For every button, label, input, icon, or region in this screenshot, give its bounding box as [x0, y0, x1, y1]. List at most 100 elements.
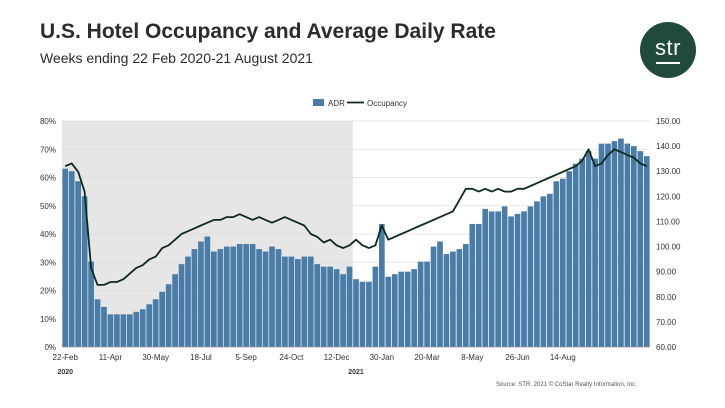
y-right-tick-label: 140.00 [656, 142, 681, 151]
adr-bar [417, 261, 424, 347]
legend-adr-label: ADR [328, 99, 345, 108]
adr-bar [463, 244, 469, 347]
str-logo: str [640, 22, 696, 78]
y-right-tick-label: 80.00 [656, 293, 677, 302]
adr-bar [249, 244, 256, 347]
adr-bar [605, 143, 611, 347]
legend-occupancy-label: Occupancy [367, 99, 407, 108]
adr-bar [585, 151, 592, 347]
y-left-tick-label: 10% [40, 315, 56, 324]
y-left-tick-label: 80% [40, 117, 56, 126]
y-right-tick-label: 130.00 [656, 167, 681, 176]
year-label-2021: 2021 [348, 369, 364, 376]
adr-bar [540, 196, 547, 347]
adr-bar [501, 206, 508, 347]
adr-bar [553, 181, 560, 347]
y-right-tick-label: 100.00 [656, 243, 681, 252]
adr-bar [611, 141, 618, 347]
y-right-tick-label: 60.00 [656, 343, 677, 352]
adr-bar [133, 311, 140, 347]
adr-bar [637, 151, 644, 347]
y-right-tick-label: 70.00 [656, 318, 677, 327]
legend-adr-swatch [313, 99, 324, 106]
adr-bar [146, 304, 153, 347]
chart-subtitle: Weeks ending 22 Feb 2020-21 August 2021 [40, 50, 313, 66]
adr-bar [372, 266, 379, 347]
y-left-tick-label: 0% [44, 343, 56, 352]
x-tick-label: 14-Aug [550, 353, 576, 362]
y-left-tick-label: 60% [40, 174, 56, 183]
adr-bar [598, 143, 605, 347]
adr-bar [295, 259, 301, 347]
adr-bar [353, 279, 359, 347]
adr-bar [643, 156, 650, 347]
adr-bar [75, 181, 81, 347]
adr-bar [430, 246, 437, 347]
adr-bar [437, 241, 443, 347]
adr-bar [198, 241, 204, 347]
adr-bar [320, 266, 327, 347]
adr-bar [94, 299, 101, 347]
x-tick-label: 8-May [461, 353, 483, 362]
adr-bar [327, 266, 333, 347]
adr-bar [346, 266, 353, 347]
y-left-tick-label: 70% [40, 145, 56, 154]
adr-bar [424, 261, 430, 347]
adr-bar [120, 314, 127, 347]
adr-bar [391, 274, 398, 347]
logo-underline [656, 62, 680, 64]
adr-bar [488, 211, 495, 347]
x-tick-label: 30-May [142, 353, 169, 362]
adr-bar [165, 284, 172, 347]
adr-bar [534, 201, 540, 347]
adr-bar [275, 249, 282, 347]
adr-bar [521, 211, 527, 347]
adr-bar [379, 223, 385, 347]
adr-bar [211, 251, 217, 347]
adr-bar [508, 216, 514, 347]
adr-bar [230, 246, 237, 347]
adr-bar [172, 274, 178, 347]
adr-bar [81, 196, 88, 347]
adr-bar [152, 299, 159, 347]
adr-bar [217, 249, 224, 347]
adr-bar [514, 213, 521, 347]
adr-bar [443, 254, 450, 347]
adr-bar [139, 309, 146, 347]
adr-bar [223, 246, 230, 347]
adr-bar [269, 246, 275, 347]
adr-bar [107, 314, 114, 347]
adr-bar [385, 276, 392, 347]
y-left-tick-label: 30% [40, 258, 56, 267]
adr-bar [482, 208, 489, 347]
adr-bar [307, 256, 314, 347]
adr-bar [262, 251, 269, 347]
adr-bar [301, 256, 308, 347]
adr-bar [101, 306, 107, 347]
adr-bar [592, 158, 598, 347]
adr-bar [288, 256, 295, 347]
y-right-tick-label: 90.00 [656, 268, 677, 277]
y-left-tick-label: 50% [40, 202, 56, 211]
adr-bar [398, 271, 405, 347]
adr-bar [185, 256, 191, 347]
adr-bar [159, 291, 165, 347]
adr-bar [411, 269, 417, 347]
adr-bar [191, 249, 198, 347]
y-right-tick-label: 120.00 [656, 192, 681, 201]
adr-bar [114, 314, 120, 347]
x-tick-label: 30-Jan [370, 353, 394, 362]
adr-bar [178, 264, 185, 347]
y-right-tick-label: 110.00 [656, 217, 680, 226]
adr-bar [456, 249, 463, 347]
y-left-tick-label: 20% [40, 287, 56, 296]
adr-bar [547, 193, 553, 347]
adr-bar [631, 146, 637, 347]
x-tick-label: 18-Jul [190, 353, 212, 362]
chart-title: U.S. Hotel Occupancy and Average Daily R… [40, 20, 496, 43]
adr-bar [359, 281, 366, 347]
adr-bar [579, 158, 585, 347]
x-tick-label: 20-Mar [414, 353, 440, 362]
logo-text: str [655, 35, 681, 60]
